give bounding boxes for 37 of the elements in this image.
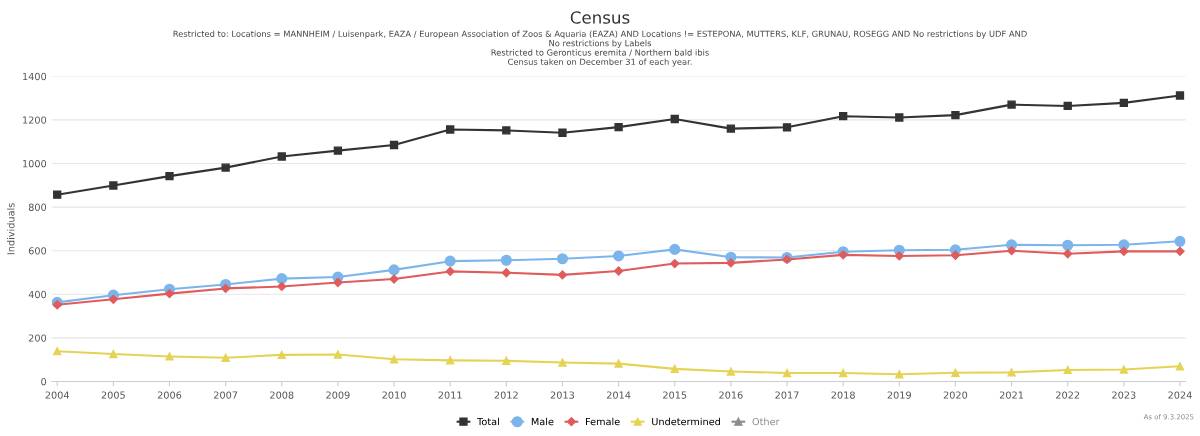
x-tick-label: 2024 — [1168, 391, 1192, 399]
legend-label: Undetermined — [652, 417, 720, 426]
x-tick-label: 2022 — [1056, 391, 1080, 399]
x-tick-label: 2009 — [326, 391, 350, 399]
chart-title: Census — [570, 11, 630, 24]
x-tick-label: 2017 — [775, 391, 799, 399]
x-tick-label: 2014 — [606, 391, 631, 399]
y-axis-title: Individuals — [7, 203, 15, 255]
legend-label: Total — [477, 417, 499, 426]
y-tick-label: 400 — [28, 290, 47, 299]
x-tick-label: 2023 — [1112, 391, 1136, 399]
y-tick-label: 200 — [28, 334, 47, 342]
x-tick-label: 2015 — [663, 391, 687, 399]
y-tick-label: 1200 — [23, 116, 47, 124]
x-tick-label: 2011 — [438, 391, 462, 399]
y-tick-label: 1000 — [23, 159, 47, 168]
x-tick-label: 2016 — [719, 391, 743, 399]
legend-label: Female — [586, 417, 620, 426]
x-tick-label: 2008 — [270, 391, 294, 399]
x-tick-label: 2013 — [550, 391, 575, 399]
x-tick-label: 2021 — [999, 391, 1024, 399]
x-tick-label: 2012 — [494, 391, 518, 399]
x-tick-label: 2010 — [382, 391, 406, 399]
x-tick-label: 2020 — [943, 391, 968, 399]
x-tick-label: 2005 — [101, 391, 125, 399]
legend-label: Other — [752, 417, 780, 426]
x-tick-label: 2006 — [157, 391, 182, 399]
x-tick-label: 2018 — [831, 391, 855, 399]
legend-label: Male — [531, 417, 554, 426]
y-tick-label: 1400 — [23, 72, 47, 81]
y-tick-label: 600 — [28, 247, 47, 255]
chart-subtitle: Restricted to: Locations = MANNHEIM / Luisenpark, EAZA / European Association of Zoos & Aquaria (EAZA) AND Locations != ESTEPONA, MUTTERS, KLF, GRUNAU, ROSEGG AND No restrictions by UDF AND No restrictions by Labels Restricted to Geronticus eremita / Northern bald ibis Census taken on December 31 of each year. — [173, 30, 1027, 67]
y-tick-label: 0 — [41, 377, 47, 386]
x-tick-label: 2004 — [45, 391, 70, 399]
x-tick-label: 2019 — [887, 391, 911, 399]
y-tick-label: 800 — [28, 203, 47, 211]
x-tick-label: 2007 — [213, 391, 238, 399]
